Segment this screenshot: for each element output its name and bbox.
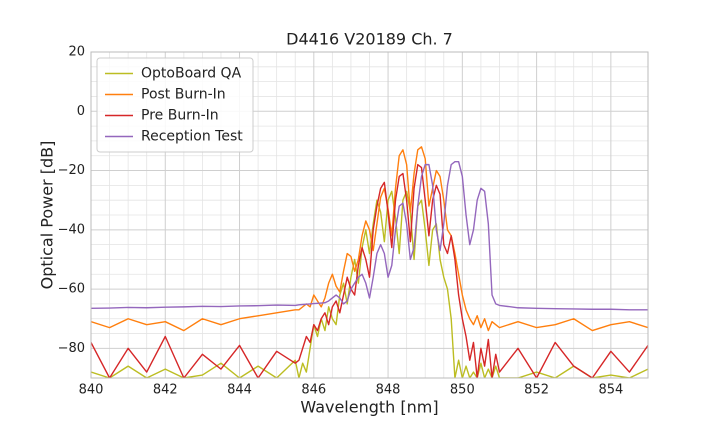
legend-label: Post Burn-In	[141, 87, 226, 103]
series-line	[91, 146, 648, 332]
legend-label: OptoBoard QA	[141, 66, 242, 82]
ticks: 840 842 844 846 848 850 852 854 −80 −60 −40 −20 0 20	[58, 45, 624, 398]
lines	[91, 146, 648, 378]
series-line	[91, 163, 648, 378]
x-tick-label: 842	[153, 383, 178, 398]
y-tick-label: −60	[58, 282, 85, 297]
legend-label: Pre Burn-In	[141, 108, 219, 124]
y-axis-label: Optical Power [dB]	[38, 141, 57, 290]
x-tick-label: 850	[450, 383, 475, 398]
x-tick-label: 844	[227, 383, 252, 398]
chart-title: D4416 V20189 Ch. 7	[286, 30, 453, 49]
x-tick-label: 852	[524, 383, 549, 398]
y-tick-label: −80	[58, 341, 85, 356]
x-tick-label: 846	[301, 383, 326, 398]
y-tick-label: −40	[58, 222, 85, 237]
x-axis-label: Wavelength [nm]	[300, 398, 438, 417]
plot-frame	[90, 51, 649, 379]
x-tick-label: 840	[79, 383, 104, 398]
x-tick-label: 848	[376, 383, 401, 398]
series-line	[91, 190, 648, 378]
y-tick-label: 0	[77, 104, 85, 119]
legend-box	[96, 57, 254, 153]
y-tick-label: −20	[58, 163, 85, 178]
y-tick-label: 20	[68, 45, 85, 60]
legend-label: Reception Test	[141, 129, 243, 145]
legend: OptoBoard QA Post Burn-In Pre Burn-In Recep…	[96, 57, 254, 153]
x-tick-label: 854	[598, 383, 623, 398]
series-line	[91, 160, 648, 311]
